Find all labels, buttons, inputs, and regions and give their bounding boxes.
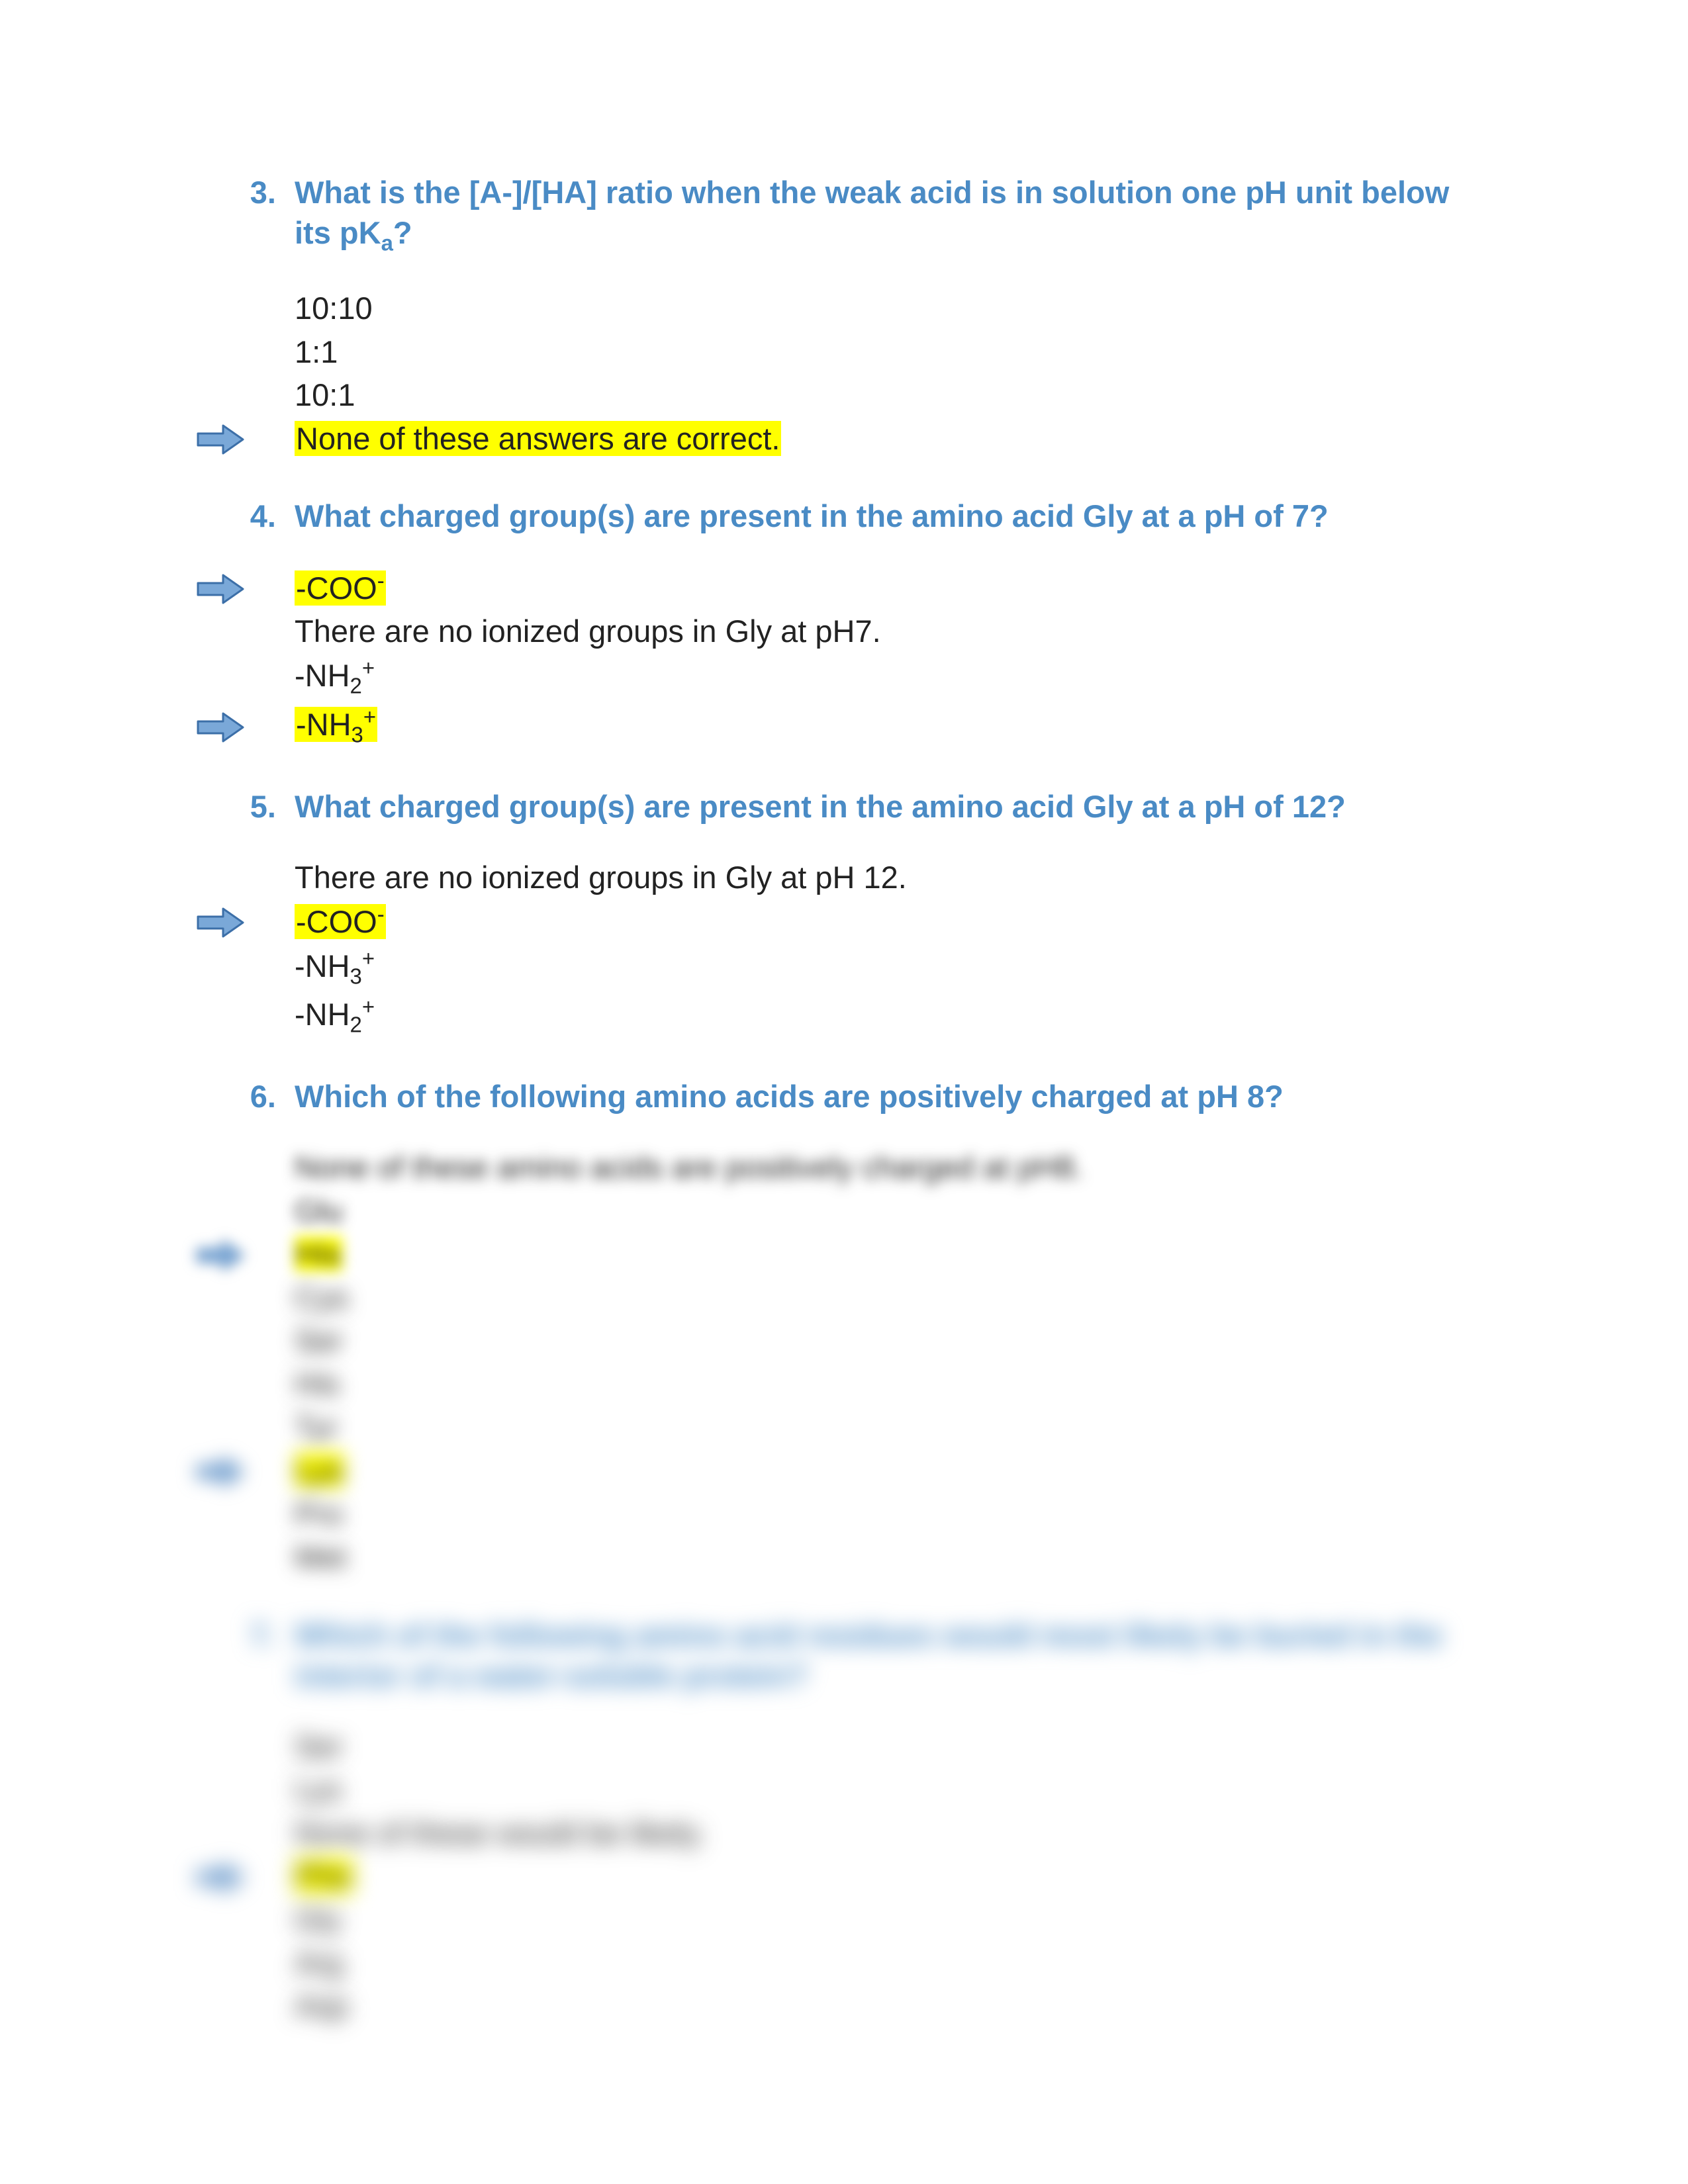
answer-text: 10:1 xyxy=(295,377,355,412)
arrow-icon xyxy=(197,1455,244,1486)
question-block: 4.What charged group(s) are present in t… xyxy=(218,496,1489,750)
answer-text-highlighted: Phe xyxy=(295,1858,353,1893)
answer-row: His xyxy=(295,1363,1489,1404)
answer-list: There are no ionized groups in Gly at pH… xyxy=(295,856,1489,1040)
question-text: What is the [A-]/[HA] ratio when the wea… xyxy=(295,172,1489,257)
question-text: What charged group(s) are present in the… xyxy=(295,786,1489,827)
answer-text-highlighted: -COO- xyxy=(295,904,386,939)
question-block: 6.Which of the following amino acids are… xyxy=(218,1076,1489,1578)
answer-text-highlighted: -NH3+ xyxy=(295,707,377,742)
answer-row: Cys xyxy=(295,1277,1489,1318)
question-number: 6. xyxy=(218,1076,295,1116)
answer-text: Lys xyxy=(295,1772,342,1807)
answer-row: There are no ionized groups in Gly at pH… xyxy=(295,856,1489,898)
arrow-icon xyxy=(197,1239,244,1269)
answer-row: Ser xyxy=(295,1725,1489,1767)
question-text: What charged group(s) are present in the… xyxy=(295,496,1489,536)
answer-row: Arg xyxy=(295,1942,1489,1983)
answer-row: There are no ionized groups in Gly at pH… xyxy=(295,610,1489,652)
answer-row: Lys xyxy=(295,1449,1489,1491)
answer-list: None of these amino acids are positively… xyxy=(295,1146,1489,1578)
answer-text: Cys xyxy=(295,1280,348,1315)
answer-text: None of these amino acids are positively… xyxy=(295,1150,1083,1185)
answer-row: Met xyxy=(295,1536,1489,1578)
answer-list: 10:10 1:1 10:1 None of these answers are co… xyxy=(295,287,1489,459)
answer-text: -NH3+ xyxy=(295,948,375,983)
arrow-icon xyxy=(197,1861,244,1891)
answer-text-highlighted: His xyxy=(295,1236,342,1271)
answer-row: Tyr xyxy=(295,1406,1489,1448)
answer-text: -NH2+ xyxy=(295,658,375,693)
question-number: 3. xyxy=(218,172,295,212)
question-header: 4.What charged group(s) are present in t… xyxy=(218,496,1489,536)
answer-row: 10:1 xyxy=(295,374,1489,416)
question-header: 7.Which of the following amino acid resi… xyxy=(218,1615,1489,1696)
document-page: 3.What is the [A-]/[HA] ratio when the w… xyxy=(0,0,1688,2184)
question-header: 6.Which of the following amino acids are… xyxy=(218,1076,1489,1116)
answer-row: Phe xyxy=(295,1855,1489,1897)
answer-text: Gly xyxy=(295,1902,342,1937)
answer-row: -NH2+ xyxy=(295,993,1489,1040)
answer-row: -NH3+ xyxy=(295,944,1489,991)
question-text: Which of the following amino acid residu… xyxy=(295,1615,1489,1696)
answer-text-highlighted: -COO- xyxy=(295,570,386,606)
answer-row: -NH3+ xyxy=(295,702,1489,749)
answer-row: 1:1 xyxy=(295,331,1489,373)
answer-text: There are no ionized groups in Gly at pH… xyxy=(295,860,907,895)
answer-row: Glu xyxy=(295,1190,1489,1232)
answer-text: None of these would be likely. xyxy=(295,1815,706,1850)
answer-text: There are no ionized groups in Gly at pH… xyxy=(295,614,881,649)
answer-text: Glu xyxy=(295,1193,343,1228)
answer-text: Met xyxy=(295,1539,346,1574)
question-number: 5. xyxy=(218,786,295,827)
answer-row: Pro xyxy=(295,1493,1489,1535)
answer-text: 10:10 xyxy=(295,291,373,326)
answer-text: -NH2+ xyxy=(295,997,375,1032)
question-number: 7. xyxy=(218,1615,295,1655)
answer-text: Asp xyxy=(295,1988,348,2023)
answer-row: Gly xyxy=(295,1899,1489,1940)
arrow-icon xyxy=(197,572,244,603)
answer-row: None of these answers are correct. xyxy=(295,418,1489,459)
answer-row: None of these would be likely. xyxy=(295,1812,1489,1854)
arrow-icon xyxy=(197,423,244,453)
answer-text: Arg xyxy=(295,1945,343,1980)
answer-row: -COO- xyxy=(295,899,1489,942)
answer-row: -COO- xyxy=(295,566,1489,609)
answer-row: Lys xyxy=(295,1768,1489,1810)
question-number: 4. xyxy=(218,496,295,536)
question-header: 5.What charged group(s) are present in t… xyxy=(218,786,1489,827)
arrow-icon xyxy=(197,906,244,936)
answer-list: Ser Lys None of these would be likely. Phe G… xyxy=(295,1725,1489,2027)
answer-text-highlighted: None of these answers are correct. xyxy=(295,421,781,456)
answer-row: Asp xyxy=(295,1985,1489,2026)
question-block: 3.What is the [A-]/[HA] ratio when the w… xyxy=(218,172,1489,459)
answer-row: None of these amino acids are positively… xyxy=(295,1146,1489,1188)
answer-text: 1:1 xyxy=(295,334,338,369)
answer-row: -NH2+ xyxy=(295,654,1489,701)
answer-row: Ser xyxy=(295,1320,1489,1361)
answer-text-highlighted: Lys xyxy=(295,1453,344,1488)
question-block: 7.Which of the following amino acid resi… xyxy=(218,1615,1489,2027)
question-header: 3.What is the [A-]/[HA] ratio when the w… xyxy=(218,172,1489,257)
answer-text: Ser xyxy=(295,1323,343,1358)
arrow-icon xyxy=(197,711,244,741)
answer-list: -COO- There are no ionized groups in Gly … xyxy=(295,566,1489,749)
answer-text: Tyr xyxy=(295,1410,338,1445)
answer-text: His xyxy=(295,1366,340,1401)
question-block: 5.What charged group(s) are present in t… xyxy=(218,786,1489,1040)
answer-row: His xyxy=(295,1233,1489,1275)
answer-row: 10:10 xyxy=(295,287,1489,329)
answer-text: Ser xyxy=(295,1729,343,1764)
question-text: Which of the following amino acids are p… xyxy=(295,1076,1489,1116)
answer-text: Pro xyxy=(295,1496,343,1531)
